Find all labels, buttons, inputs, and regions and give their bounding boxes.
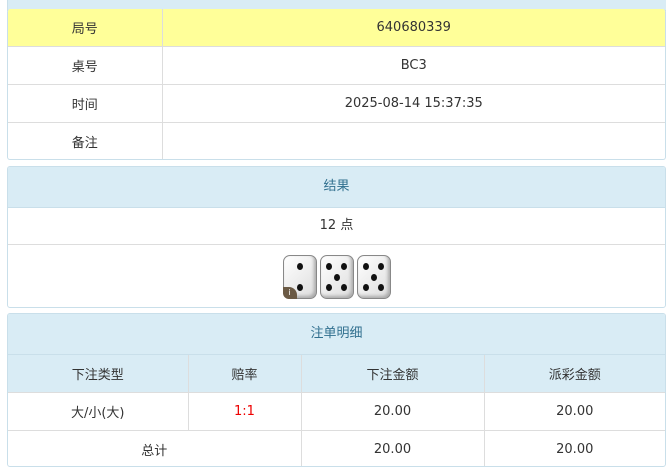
dice-row: i [8, 244, 665, 307]
time: 2025-08-14 15:37:35 [161, 84, 665, 123]
pip [363, 284, 370, 291]
pip [296, 284, 303, 291]
header-payout: 派彩金额 [483, 355, 665, 393]
label: 备注 [8, 122, 163, 159]
bet-amount: 20.00 [300, 392, 485, 431]
pip [377, 263, 384, 270]
bet-type: 大/小(大) [8, 392, 189, 431]
label: 桌号 [8, 46, 163, 85]
round-number: 640680339 [161, 9, 665, 47]
total-row: 总计 20.00 20.00 [8, 430, 665, 466]
label: 局号 [8, 9, 163, 47]
die-5 [319, 255, 354, 299]
header-odds: 赔率 [187, 355, 302, 393]
table-number: BC3 [161, 46, 665, 85]
remark [161, 122, 665, 159]
pip [340, 263, 347, 270]
pip [340, 284, 347, 291]
remark-row: 备注 [8, 122, 665, 159]
result-panel: 结果 12 点 i [7, 166, 666, 308]
header-bet-type: 下注类型 [8, 355, 189, 393]
header-bet-amount: 下注金额 [300, 355, 485, 393]
pip [333, 273, 340, 281]
total-payout: 20.00 [483, 430, 665, 466]
die-2: i [282, 255, 317, 299]
pip [296, 263, 303, 270]
payout: 20.00 [483, 392, 665, 431]
result-title: 结果 [8, 167, 665, 208]
round-number-row: 局号 640680339 [8, 9, 665, 47]
total-label: 总计 [8, 430, 302, 466]
round-info-panel: 局号 640680339 桌号 BC3 时间 2025-08-14 15:37:35 … [7, 9, 666, 160]
die-5 [356, 255, 391, 299]
table-number-row: 桌号 BC3 [8, 46, 665, 85]
result-points: 12 点 [319, 218, 354, 233]
bet-details-panel: 注单明细 下注类型 赔率 下注金额 派彩金额 大/小(大) 1:1 20.00 … [7, 313, 666, 467]
info-icon[interactable]: i [282, 287, 297, 299]
pip [326, 263, 333, 270]
odds: 1:1 [187, 392, 302, 431]
time-row: 时间 2025-08-14 15:37:35 [8, 84, 665, 123]
table-row: 大/小(大) 1:1 20.00 20.00 [8, 392, 665, 431]
pip [363, 263, 370, 270]
pip [370, 273, 377, 281]
bet-details-title: 注单明细 [8, 314, 665, 355]
total-amount: 20.00 [300, 430, 485, 466]
label: 时间 [8, 84, 163, 123]
pip [326, 284, 333, 291]
pip [377, 284, 384, 291]
table-header: 下注类型 赔率 下注金额 派彩金额 [8, 355, 665, 393]
